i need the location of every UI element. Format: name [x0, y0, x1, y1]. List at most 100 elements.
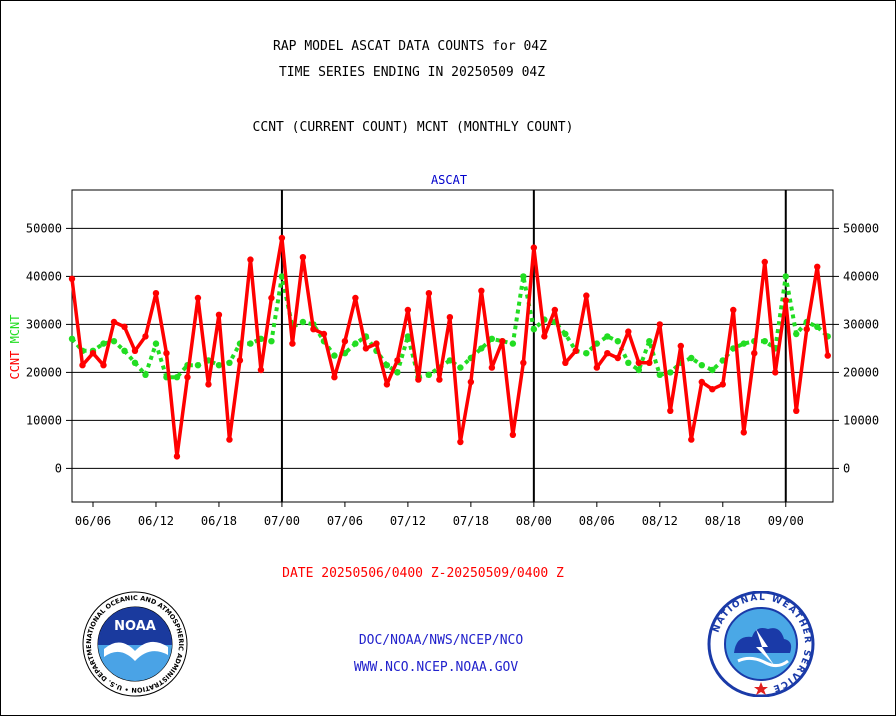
x-tick-label: 08/12 [642, 514, 678, 528]
ccnt-point [89, 350, 97, 357]
mcnt-point [226, 359, 233, 366]
mcnt-point [299, 318, 307, 326]
series-layer [68, 234, 831, 460]
mcnt-point [604, 333, 611, 340]
mcnt-point [404, 333, 412, 340]
ccnt-point [814, 263, 821, 270]
mcnt-point [268, 338, 275, 345]
ccnt-point [719, 381, 726, 388]
ccnt-point [362, 345, 370, 352]
mcnt-point [688, 354, 695, 362]
org-label: DOC/NOAA/NWS/NCEP/NCO [358, 633, 524, 648]
ccnt-point [772, 369, 779, 376]
ccnt-point [761, 258, 768, 266]
mcnt-point [614, 338, 622, 345]
mcnt-point [740, 340, 747, 347]
ccnt-point [478, 287, 485, 294]
x-tick-label: 07/06 [327, 514, 363, 528]
ccnt-point [341, 338, 349, 345]
mcnt-point [142, 371, 149, 378]
x-tick-label: 06/12 [138, 514, 174, 528]
gridlines [72, 227, 833, 469]
ccnt-point [646, 359, 653, 366]
ccnt-point [68, 275, 76, 282]
ccnt-point [404, 306, 412, 314]
ccnt-point [740, 429, 747, 436]
ccnt-point [635, 359, 643, 366]
mcnt-point [278, 273, 286, 280]
ccnt-point [509, 431, 517, 438]
ccnt-point [205, 381, 212, 388]
ccnt-point [604, 350, 611, 357]
ccnt-point [110, 318, 118, 326]
ccnt-point [257, 366, 265, 374]
ccnt-point [289, 340, 296, 347]
ccnt-point [803, 326, 810, 333]
ccnt-point [709, 386, 716, 393]
mcnt-point [110, 338, 118, 345]
mcnt-point [509, 340, 517, 347]
mcnt-point [352, 340, 359, 347]
ccnt-point [562, 359, 569, 366]
y-tick-label: 50000 [843, 221, 879, 235]
mcnt-point [782, 273, 789, 280]
mcnt-point [457, 364, 464, 371]
y-label-mcnt: MCNT [8, 314, 22, 343]
page-title-line1: RAP MODEL ASCAT DATA COUNTS for 04Z [273, 39, 547, 54]
ccnt-point [331, 374, 338, 381]
ccnt-point [782, 297, 789, 304]
ccnt-point [467, 378, 475, 386]
mcnt-point [446, 357, 454, 364]
y-tick-label: 10000 [843, 413, 879, 427]
mcnt-point [131, 359, 139, 366]
x-tick-label: 08/06 [579, 514, 615, 528]
ccnt-point [163, 350, 170, 357]
y-tick-label: 10000 [26, 413, 62, 427]
x-tick-label: 08/18 [705, 514, 741, 528]
ccnt-point [593, 364, 601, 371]
ccnt-point [551, 306, 559, 314]
ccnt-point [142, 333, 149, 340]
noaa-logo-text: NOAA [114, 619, 156, 634]
ccnt-point [320, 330, 328, 338]
nws-logo-icon: NATIONAL WEATHER SERVICE [707, 591, 815, 697]
ccnt-point [184, 374, 191, 381]
mcnt-point [247, 340, 254, 347]
mcnt-point [656, 371, 664, 378]
y-tick-label: 40000 [26, 269, 62, 283]
ccnt-point [457, 438, 464, 446]
x-tick-label: 07/00 [264, 514, 300, 528]
ccnt-point [152, 290, 160, 297]
ccnt-point [824, 352, 831, 359]
y-tick-label: 50000 [26, 221, 62, 235]
ccnt-point [730, 306, 737, 314]
ccnt-point [173, 453, 181, 460]
ccnt-point [79, 362, 86, 369]
mcnt-point [488, 335, 496, 342]
mcnt-point [646, 338, 653, 345]
ccnt-point [383, 381, 391, 388]
ccnt-point [499, 338, 506, 345]
mcnt-point [793, 330, 800, 338]
ccnt-point [541, 333, 548, 340]
mcnt-point [194, 362, 202, 369]
website-link[interactable]: WWW.NCO.NCEP.NOAA.GOV [353, 660, 519, 675]
x-tick-label: 07/18 [453, 514, 489, 528]
date-range-label: DATE 20250506/0400 Z-20250509/0400 Z [282, 566, 564, 581]
mcnt-point [121, 347, 128, 354]
y-tick-label: 20000 [26, 365, 62, 379]
mcnt-point [530, 326, 538, 333]
y-tick-label: 0 [55, 461, 62, 475]
y-axis-label: CCNT MCNT [8, 314, 22, 379]
noaa-logo-icon: NATIONAL OCEANIC AND ATMOSPHERIC ADMINIS… [80, 591, 188, 697]
page-title-line2: TIME SERIES ENDING IN 20250509 04Z [278, 65, 546, 80]
mcnt-point [814, 323, 821, 330]
ccnt-point [278, 234, 286, 242]
mcnt-point [478, 345, 485, 352]
ccnt-point [793, 407, 800, 414]
ccnt-point [488, 364, 496, 371]
ccnt-point [436, 376, 443, 383]
ccnt-point [194, 294, 202, 302]
mcnt-point [394, 369, 401, 376]
